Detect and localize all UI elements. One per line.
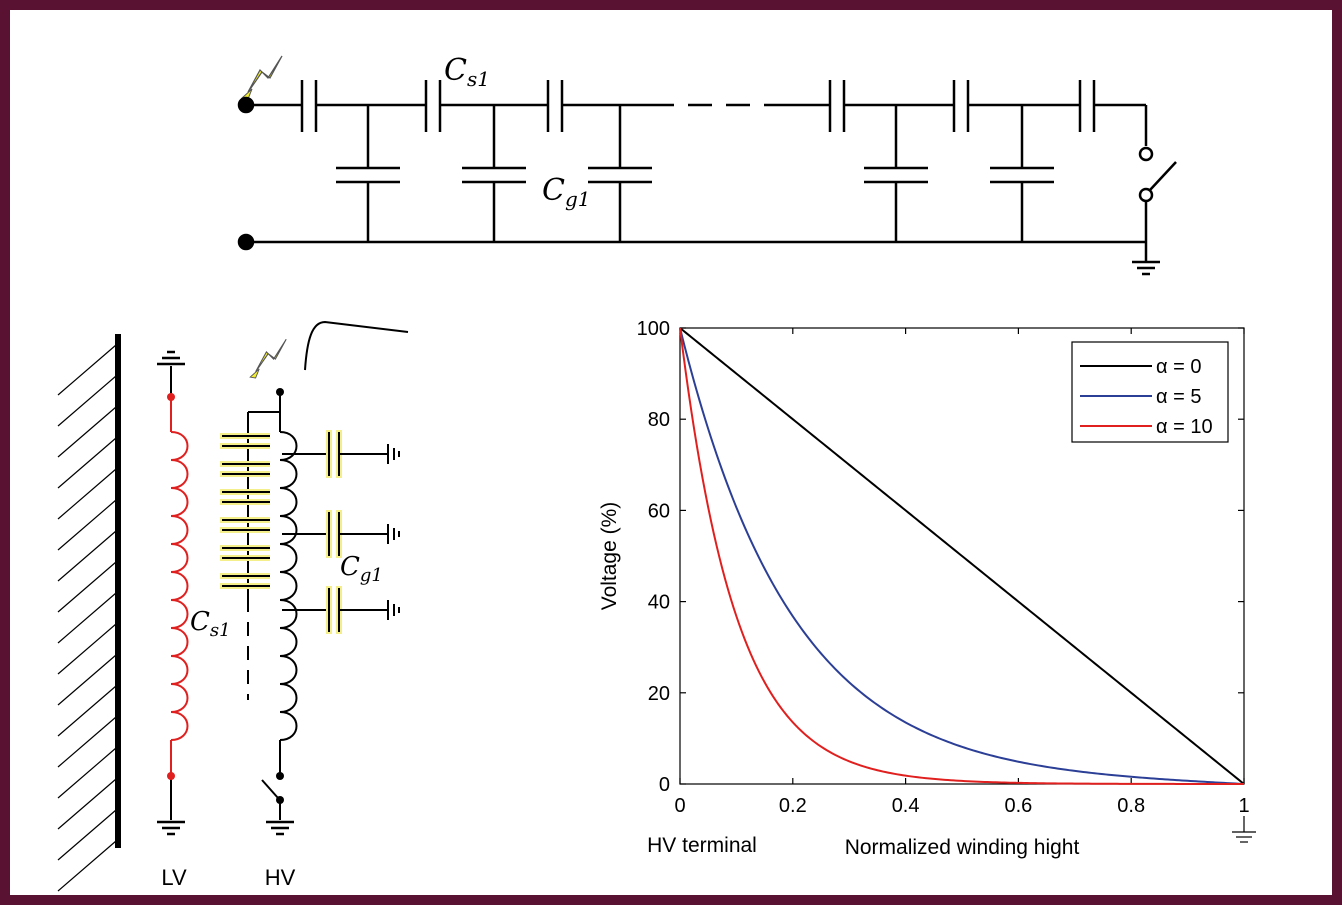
hv-label: HV [265, 865, 296, 890]
core-hatch [57, 344, 117, 892]
ground-icon [1232, 816, 1256, 843]
series-line-alpha-5 [679, 327, 1245, 785]
shunt-capacitor [864, 105, 928, 242]
y-tick-label: 0 [659, 774, 670, 796]
series-capacitor [828, 80, 846, 132]
legend-entry: α = 0 [1156, 356, 1201, 378]
winding-diagram [57, 320, 409, 892]
y-tick-label: 80 [648, 409, 670, 431]
legend: α = 0 α = 5 α = 10 [1071, 341, 1229, 443]
shunt-capacitor [990, 105, 1054, 242]
shunt-capacitor-cg1 [588, 105, 652, 242]
cs1-label-winding: Cs1 [190, 607, 231, 641]
lightning-icon [240, 54, 284, 101]
x-tick-label: 0.4 [892, 795, 920, 817]
shunt-capacitor [462, 105, 526, 242]
hv-ground-capacitors [282, 430, 400, 634]
x-tick-label: 0.8 [1117, 795, 1145, 817]
series-capacitor-cs1 [424, 80, 442, 132]
y-tick-label: 20 [648, 683, 670, 705]
ground-icon [1130, 260, 1162, 276]
series-capacitor [300, 80, 318, 132]
series-line-alpha-0 [679, 327, 1245, 785]
hv-series-capacitors [220, 433, 270, 589]
series-capacitor [1078, 80, 1096, 132]
x-tick-label: 0 [674, 795, 685, 817]
hv-winding [247, 320, 409, 836]
hv-terminal-label: HV terminal [647, 834, 757, 857]
legend-entry: α = 5 [1156, 386, 1201, 408]
cg1-label-winding: Cg1 [340, 552, 383, 586]
impulse-wave [304, 320, 409, 371]
ladder-circuit [237, 54, 1177, 276]
series-line-alpha-10 [679, 327, 1244, 785]
x-tick-label: 0.6 [1004, 795, 1032, 817]
cg1-label-top: Cg1 [542, 173, 591, 211]
x-tick-label: 0.2 [779, 795, 807, 817]
voltage-chart: 0 0.2 0.4 0.6 0.8 1 0 20 40 60 80 100 Voltage (%) Nor… [598, 318, 1256, 859]
shunt-capacitor [336, 105, 400, 242]
y-tick-label: 60 [648, 500, 670, 522]
x-tick-label: 1 [1238, 795, 1249, 817]
y-axis-label: Voltage (%) [598, 502, 621, 611]
lv-winding [155, 350, 189, 836]
lv-label: LV [161, 865, 187, 890]
end-switch [1138, 105, 1177, 262]
x-axis-label: Normalized winding hight [845, 836, 1080, 859]
legend-entry: α = 10 [1156, 416, 1213, 438]
lightning-icon [249, 338, 288, 379]
y-tick-label: 40 [648, 592, 670, 614]
series-capacitor [546, 80, 564, 132]
cs1-label-top: Cs1 [444, 53, 490, 91]
y-tick-label: 100 [637, 318, 670, 340]
series-capacitor [952, 80, 970, 132]
